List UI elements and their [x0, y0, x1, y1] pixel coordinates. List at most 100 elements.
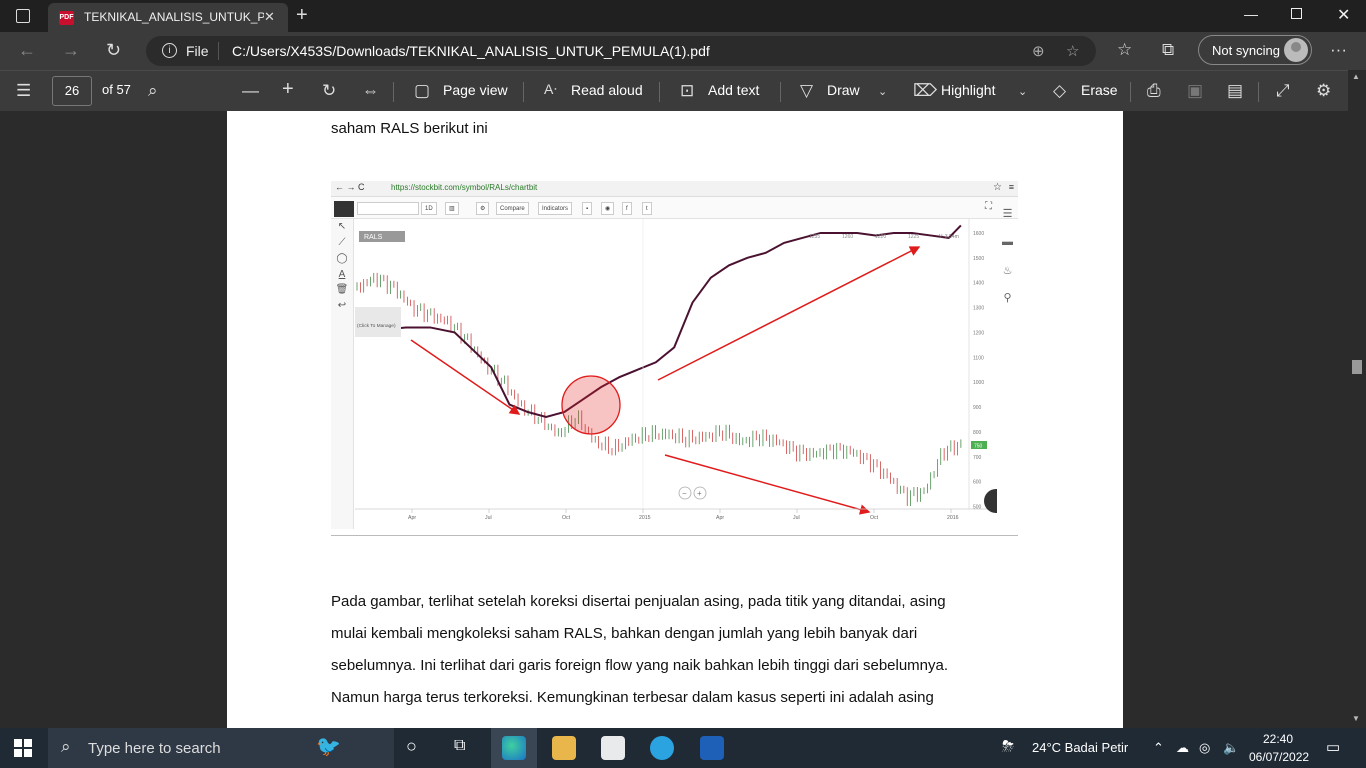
embedded-nav-icons: ← → C [335, 182, 365, 192]
refresh-icon[interactable]: ↻ [106, 40, 122, 60]
save-as-icon[interactable]: ▤ [1227, 81, 1244, 100]
chart-settings-icon: ⚙ [476, 202, 490, 215]
page-view-button[interactable]: Page view [443, 82, 508, 98]
erase-button[interactable]: Erase [1081, 82, 1118, 98]
address-text[interactable]: C:/Users/X453S/Downloads/TEKNIKAL_ANALIS… [232, 43, 710, 59]
network-icon[interactable]: ◎ [1199, 740, 1211, 755]
y-tick-label: 1000 [973, 380, 984, 386]
volume-icon[interactable]: 🔈 [1223, 740, 1240, 755]
downtrend-arrow-2 [664, 454, 871, 515]
y-tick-label: 1200 [973, 330, 984, 336]
chart-screenshot: ← → C https://stockbit.com/symbol/RALs/c… [331, 181, 1018, 536]
address-box[interactable]: i File C:/Users/X453S/Downloads/TEKNIKAL… [146, 36, 1096, 66]
forward-icon[interactable]: → [62, 40, 80, 60]
page-number-input[interactable]: 26 [52, 76, 92, 106]
facebook-icon: f [622, 202, 632, 215]
collections-icon[interactable]: ⧉ [1162, 40, 1175, 59]
store-icon[interactable] [601, 736, 625, 760]
read-aloud-icon: Aᐧ [544, 81, 557, 97]
active-tab[interactable]: PDF TEKNIKAL_ANALISIS_UNTUK_PEM ✕ [48, 3, 288, 32]
zoom-icon[interactable]: ⊕ [1032, 43, 1045, 60]
zoom-out-icon[interactable]: — [242, 81, 259, 100]
read-aloud-button[interactable]: Read aloud [571, 82, 643, 98]
new-tab-icon[interactable]: + [296, 4, 308, 26]
file-explorer-icon[interactable] [552, 736, 576, 760]
windows-start-icon[interactable] [14, 739, 32, 757]
vertical-scrollbar[interactable]: ▲ ▼ [1348, 70, 1366, 728]
search-icon[interactable]: ⌕ [148, 81, 158, 100]
fit-width-icon[interactable]: ⇔ [362, 81, 379, 100]
task-view-icon[interactable]: ⧉ [454, 737, 466, 754]
address-divider [218, 42, 219, 60]
add-favorite-icon[interactable]: ☆ [1066, 43, 1080, 60]
close-window-icon[interactable]: ✕ [1337, 7, 1351, 24]
browser-tab-bar: PDF TEKNIKAL_ANALISIS_UNTUK_PEM ✕ + — ✕ [0, 0, 1366, 32]
fullscreen-icon[interactable]: ⤢ [1276, 81, 1290, 100]
scroll-thumb[interactable] [1352, 360, 1362, 374]
close-tab-icon[interactable]: ✕ [264, 9, 275, 24]
save-icon[interactable]: ▣ [1187, 81, 1204, 100]
chart-save-icon: ▪ [582, 202, 593, 215]
taskbar-search-box[interactable]: ⌕ Type here to search 🐦 [48, 728, 394, 768]
telegram-icon[interactable] [650, 736, 674, 760]
x-tick-label: Jul [485, 515, 492, 521]
x-tick-label: Apr [408, 515, 416, 521]
tab-actions-icon[interactable] [16, 9, 30, 23]
site-info-icon[interactable]: i [162, 43, 177, 58]
highlight-button[interactable]: Highlight [941, 82, 996, 98]
y-tick-label: 800 [973, 430, 982, 436]
zoom-in-icon[interactable]: + [282, 78, 294, 100]
downtrend-arrow-1 [410, 339, 521, 415]
line-tool-icon: ⟋ [338, 237, 346, 248]
clock-date[interactable]: 06/07/2022 [1249, 750, 1310, 764]
search-icon: ⌕ [61, 737, 71, 756]
back-icon[interactable]: ← [18, 40, 36, 60]
chart-toolbar: 1D ▥ ⚙ Compare Indicators ▪ ◉ f t ⛶ [331, 197, 1018, 219]
word-icon[interactable] [700, 736, 724, 760]
scroll-down-icon[interactable]: ▼ [1352, 714, 1360, 723]
telescope-icon: ⚲ [1003, 292, 1012, 304]
add-text-icon: ⊡ [680, 81, 695, 100]
print-icon[interactable]: ⎙ [1147, 81, 1161, 100]
cortana-icon[interactable]: ○ [406, 736, 417, 756]
camera-icon: ◉ [601, 202, 615, 215]
trash-icon: 🗑 [335, 284, 349, 295]
settings-gear-icon[interactable]: ⚙ [1316, 81, 1332, 100]
x-tick-label: Jul [793, 515, 800, 521]
show-hidden-icons-icon[interactable]: ⌃ [1153, 740, 1164, 755]
highlight-options-chevron-icon[interactable]: ⌄ [1018, 86, 1028, 98]
scroll-up-icon[interactable]: ▲ [1352, 72, 1360, 81]
embedded-browser-bar: ← → C https://stockbit.com/symbol/RALs/c… [331, 181, 1018, 197]
add-text-button[interactable]: Add text [708, 82, 760, 98]
y-tick-label: 500 [973, 505, 982, 511]
chart-help-icon [984, 489, 997, 513]
paragraph-line-4: Namun harga terus terkoreksi. Kemungkina… [331, 689, 934, 706]
draw-options-chevron-icon[interactable]: ⌄ [878, 86, 888, 98]
fire-icon: ♨ [1002, 265, 1013, 277]
weather-icon[interactable]: ⛈ [1002, 738, 1015, 755]
file-label: File [186, 43, 209, 59]
drawing-tools: ↖ ⟋ ◯ A 🗑 ↩ [331, 219, 354, 529]
rotate-icon[interactable]: ↻ [322, 81, 337, 100]
more-menu-icon[interactable]: ··· [1330, 40, 1347, 59]
favorites-icon[interactable]: ☆ [1117, 40, 1133, 59]
edge-icon[interactable] [502, 736, 526, 760]
interval-select: 1D [421, 202, 437, 215]
clock-time[interactable]: 22:40 [1263, 732, 1294, 746]
list-icon: ☰ [1002, 208, 1013, 220]
minimize-icon[interactable]: — [1244, 6, 1258, 22]
address-bar-row: ← → ↻ i File C:/Users/X453S/Downloads/TE… [0, 32, 1366, 70]
notifications-icon[interactable]: ▭ [1326, 739, 1341, 756]
profile-sync-button[interactable]: Not syncing [1198, 35, 1312, 65]
avatar [1284, 38, 1308, 62]
table-of-contents-icon[interactable]: ☰ [16, 81, 32, 100]
weather-text[interactable]: 24°C Badai Petir [1032, 740, 1129, 755]
pdf-file-icon: PDF [59, 11, 74, 25]
restore-icon[interactable] [1291, 8, 1302, 19]
onedrive-icon[interactable]: ☁ [1176, 740, 1189, 755]
draw-button[interactable]: Draw [827, 82, 860, 98]
y-tick-label: 1500 [973, 256, 984, 262]
x-tick-label: 2015 [639, 515, 651, 521]
toolbar-divider [1258, 82, 1259, 102]
sync-label: Not syncing [1212, 43, 1280, 58]
